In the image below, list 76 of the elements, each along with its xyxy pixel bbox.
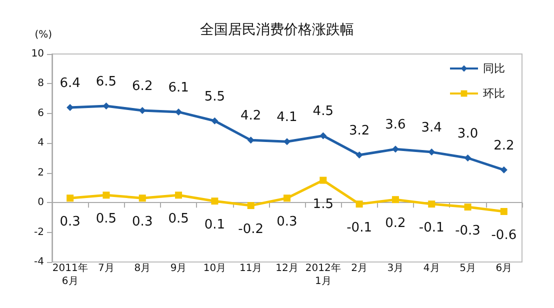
y-tick-label: 8 (38, 78, 44, 90)
data-label: 0.2 (385, 216, 406, 232)
data-label: 1.5 (312, 196, 334, 212)
x-tick-label: 10月 (203, 263, 226, 274)
data-label: 3.4 (421, 120, 442, 136)
x-tick-label: 2011年 6月 (52, 262, 88, 287)
point (464, 154, 472, 162)
y-tick-label: -2 (34, 226, 44, 238)
point (356, 152, 363, 159)
y-tick-label: 6 (38, 108, 44, 119)
data-label: 6.1 (168, 80, 189, 96)
point (464, 204, 472, 211)
data-label: 0.3 (276, 214, 298, 230)
y-tick-label: 10 (31, 48, 44, 60)
data-label: 4.2 (240, 108, 262, 124)
point (138, 106, 146, 114)
y-tick-label: 4 (38, 138, 44, 149)
y-axis-title: (%) (34, 30, 52, 40)
x-tick-label: 12月 (276, 263, 298, 274)
y-tick-label: 2 (38, 167, 44, 178)
x-tick-label: 2012年 1月 (305, 262, 341, 287)
data-label: -0.1 (418, 220, 444, 236)
legend-label: 同比 (483, 62, 505, 75)
data-label: 4.5 (312, 104, 334, 120)
y-tick-label: -4 (34, 256, 44, 268)
x-tick-label: 8月 (134, 263, 151, 274)
point (500, 208, 508, 215)
data-label: 0.5 (96, 212, 117, 227)
data-label: 4.1 (276, 110, 298, 126)
point (500, 166, 508, 174)
point (356, 200, 363, 208)
x-tick-label: 4月 (423, 263, 440, 274)
y-tick-label: 0 (38, 197, 44, 208)
data-label: 0.3 (132, 214, 153, 230)
x-tick-label: 6月 (496, 263, 512, 274)
data-label: 3.2 (348, 124, 370, 139)
data-label: 0.1 (204, 218, 226, 233)
point (138, 194, 146, 202)
point (211, 117, 218, 124)
point (392, 146, 399, 153)
x-tick-label: 7月 (98, 263, 114, 274)
x-tick-label: 2月 (351, 263, 368, 274)
point (320, 132, 327, 140)
point (102, 192, 110, 199)
point (66, 194, 74, 202)
data-label: 3.6 (385, 118, 406, 133)
data-label: -0.1 (346, 220, 372, 236)
point (211, 198, 218, 205)
data-label: 2.2 (494, 138, 514, 154)
point (392, 196, 399, 204)
x-tick-label: 5月 (460, 263, 476, 274)
point (284, 194, 290, 202)
data-label: 6.4 (60, 76, 80, 91)
x-tick-label: 3月 (387, 263, 404, 274)
point (284, 138, 290, 146)
point (175, 108, 182, 116)
point (247, 202, 254, 210)
chart-title: 全国居民消费价格涨跌幅 (200, 22, 354, 38)
point (102, 102, 110, 110)
data-label: 6.2 (132, 78, 153, 94)
data-label: 5.5 (204, 89, 226, 104)
point (175, 192, 182, 199)
data-label: -0.2 (238, 222, 264, 238)
data-label: -0.3 (455, 224, 480, 239)
point (320, 176, 327, 184)
data-label: 0.5 (168, 212, 189, 227)
data-label: 6.5 (96, 74, 117, 90)
data-label: 3.0 (457, 126, 478, 142)
x-tick-label: 11月 (239, 263, 262, 274)
data-label: 0.3 (60, 214, 80, 230)
point (428, 200, 436, 208)
point (247, 136, 254, 144)
point (428, 148, 436, 156)
data-label: -0.6 (491, 228, 517, 243)
legend-label: 环比 (483, 87, 505, 100)
x-tick-label: 9月 (170, 263, 187, 274)
